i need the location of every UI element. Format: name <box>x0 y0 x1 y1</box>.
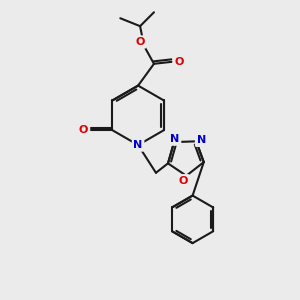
Text: O: O <box>179 176 188 186</box>
Text: O: O <box>135 37 145 47</box>
Text: O: O <box>174 57 183 67</box>
Text: N: N <box>170 134 180 144</box>
Text: N: N <box>134 140 143 150</box>
Text: O: O <box>79 125 88 135</box>
Text: N: N <box>196 135 206 145</box>
